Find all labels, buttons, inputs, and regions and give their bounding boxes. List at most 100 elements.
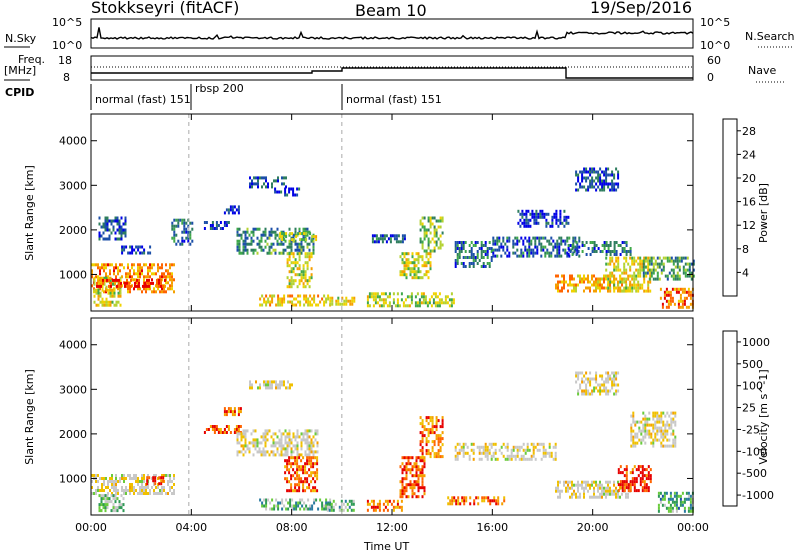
- data-cell-15: [401, 234, 404, 238]
- data-cell-3: [104, 228, 107, 232]
- data-cell-24: [603, 274, 605, 278]
- data-cell-14: [335, 302, 338, 306]
- data-cell-18: [611, 377, 614, 381]
- data-cell-0: [103, 483, 105, 486]
- data-cell-11: [405, 495, 408, 499]
- data-cell-14: [548, 442, 551, 446]
- data-cell-21: [575, 253, 578, 256]
- data-cell-5: [211, 428, 214, 431]
- data-cell-10: [268, 248, 271, 252]
- data-cell-19: [456, 262, 459, 265]
- data-cell-1: [104, 506, 107, 510]
- data-cell-12: [429, 431, 432, 435]
- data-cell-1: [114, 500, 117, 504]
- data-cell-25: [623, 289, 626, 293]
- data-cell-24: [585, 286, 587, 290]
- data-cell-23: [577, 173, 580, 177]
- data-cell-0: [125, 275, 127, 279]
- data-cell-18: [446, 301, 449, 305]
- data-cell-18: [589, 377, 592, 381]
- data-cell-16: [405, 273, 408, 277]
- data-cell-18: [422, 295, 425, 299]
- data-cell-18: [450, 298, 453, 302]
- data-cell-14: [478, 448, 481, 452]
- data-cell-12: [290, 267, 293, 271]
- data-cell-17: [435, 219, 438, 223]
- data-cell-7: [290, 489, 293, 493]
- data-cell-11: [421, 480, 424, 484]
- data-cell-0: [153, 272, 155, 276]
- data-cell-20: [500, 245, 503, 249]
- data-cell-14: [488, 451, 491, 455]
- data-cell-21: [627, 250, 630, 253]
- data-cell-6: [288, 429, 291, 433]
- data-cell-14: [522, 454, 525, 458]
- data-cell-0: [113, 272, 115, 276]
- data-cell-16: [635, 468, 638, 472]
- data-cell-0: [141, 474, 143, 477]
- data-cell-21: [625, 244, 628, 247]
- data-cell-27: [676, 256, 679, 260]
- data-cell-27: [658, 256, 661, 260]
- data-cell-1: [100, 497, 103, 501]
- y-tick-label: 4000: [59, 135, 87, 148]
- data-cell-6: [306, 432, 309, 436]
- data-cell-24: [569, 277, 571, 281]
- data-cell-24: [591, 277, 593, 281]
- data-cell-12: [433, 443, 436, 447]
- data-cell-16: [643, 468, 646, 472]
- data-cell-16: [401, 258, 404, 262]
- data-cell-12: [304, 273, 307, 277]
- data-cell-25: [633, 271, 636, 275]
- data-cell-22: [559, 209, 562, 213]
- data-cell-15: [387, 237, 390, 241]
- data-cell-8: [253, 182, 255, 186]
- data-cell-7: [296, 477, 299, 481]
- data-cell-25: [625, 277, 628, 281]
- data-cell-7: [302, 489, 305, 493]
- data-cell-14: [464, 451, 467, 455]
- data-cell-8: [251, 182, 253, 186]
- data-cell-21: [581, 250, 584, 253]
- data-cell-17: [421, 225, 424, 229]
- data-cell-19: [664, 432, 667, 436]
- data-cell-1: [106, 503, 109, 507]
- data-cell-19: [670, 426, 673, 430]
- data-cell-17: [433, 246, 436, 250]
- data-cell-7: [310, 474, 313, 478]
- data-cell-10: [248, 233, 251, 237]
- data-cell-15: [571, 495, 573, 499]
- data-cell-18: [581, 377, 584, 381]
- data-cell-22: [541, 212, 544, 216]
- data-cell-8: [277, 501, 280, 505]
- data-cell-7: [227, 208, 230, 212]
- data-cell-11: [423, 456, 426, 460]
- data-cell-14: [522, 442, 525, 446]
- data-cell-25: [623, 262, 626, 266]
- data-cell-23: [591, 170, 594, 174]
- data-cell-10: [396, 499, 399, 503]
- data-cell-15: [589, 495, 591, 499]
- data-cell-19: [462, 244, 465, 247]
- data-cell-11: [423, 486, 426, 490]
- data-cell-20: [494, 242, 497, 246]
- data-cell-6: [316, 450, 319, 454]
- data-cell-16: [403, 267, 406, 271]
- data-cell-18: [581, 371, 584, 375]
- data-cell-2: [126, 284, 128, 288]
- data-cell-22: [539, 209, 542, 213]
- data-cell-25: [633, 259, 636, 263]
- data-cell-6: [244, 441, 247, 445]
- colorbar-tick-label: 1000: [742, 336, 770, 349]
- data-cell-22: [545, 212, 548, 216]
- data-cell-27: [686, 268, 689, 272]
- data-cell-12: [294, 279, 297, 283]
- data-cell-13: [277, 297, 280, 301]
- data-cell-25: [641, 262, 644, 266]
- data-cell-7: [296, 483, 299, 487]
- data-cell-21: [609, 250, 612, 253]
- data-cell-17: [435, 234, 438, 238]
- data-cell-15: [587, 480, 589, 484]
- data-cell-6: [300, 444, 303, 448]
- data-cell-13: [317, 294, 320, 298]
